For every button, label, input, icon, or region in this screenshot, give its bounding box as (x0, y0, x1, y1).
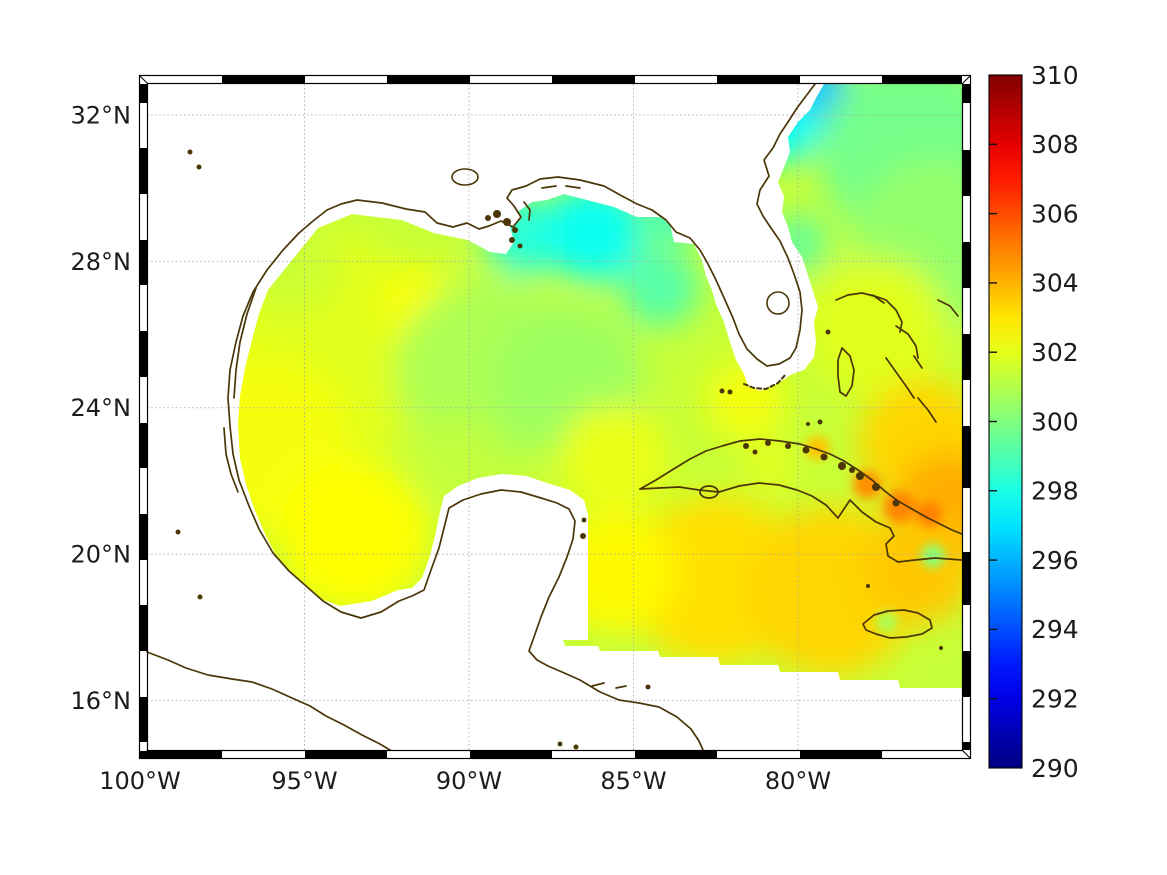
frame-corner-miter (139, 75, 148, 84)
coastline-path (871, 294, 903, 333)
x-tick-label: 85°W (600, 767, 666, 795)
colorbar-tick-label: 290 (1031, 754, 1079, 783)
x-tick-label: 80°W (765, 767, 831, 795)
y-tick-label: 32°N (71, 101, 132, 129)
sst-region (920, 544, 945, 569)
sst-region (916, 500, 943, 527)
florida-keys (743, 373, 787, 390)
coastline-path (639, 482, 963, 563)
y-tick-label: 24°N (71, 394, 132, 422)
colorbar-tick-label: 298 (1031, 477, 1079, 506)
gridlines (147, 84, 962, 750)
coastline-path (227, 83, 816, 751)
coastline-path (541, 185, 581, 189)
y-tick-label: 16°N (71, 687, 132, 715)
frame-corner-miter (962, 750, 971, 759)
coastline-path (523, 201, 531, 221)
sst-region (557, 512, 678, 633)
small-land-features (175, 149, 943, 750)
coastline-path (699, 485, 719, 499)
colorbar-tick-label: 296 (1031, 546, 1079, 575)
x-tick-label: 90°W (436, 767, 502, 795)
colorbar-tick-label: 310 (1031, 61, 1079, 90)
coastline-path (917, 397, 937, 423)
sst-region (864, 513, 962, 624)
colorbar-tick-label: 304 (1031, 269, 1079, 298)
sst-region (806, 257, 947, 398)
colorbar: 290 292 294 296 298 300 302 304 306 308 310 (988, 61, 1079, 783)
y-tick-label: 28°N (71, 248, 132, 276)
colorbar-tick-label: 292 (1031, 684, 1079, 713)
map-frame (138, 74, 972, 760)
sst-field (238, 84, 962, 688)
coastline-path (146, 651, 391, 751)
frame-corner-miter (962, 75, 971, 84)
lake-okeechobee (766, 291, 790, 315)
land-mask (147, 84, 815, 750)
coastline-path (895, 325, 919, 359)
coastline-path (591, 682, 627, 689)
lake-pontchartrain (451, 168, 479, 186)
colorbar-tick-label: 294 (1031, 615, 1079, 644)
frame-corner-miter (139, 750, 148, 759)
colorbar-tick-label: 302 (1031, 338, 1079, 367)
sst-region (746, 441, 797, 492)
x-tick-label: 95°W (271, 767, 337, 795)
sst-region (705, 360, 786, 441)
coastline-path (885, 357, 915, 399)
sst-region (278, 460, 429, 611)
coastline-path (639, 438, 963, 535)
y-tick-label: 20°N (71, 541, 132, 569)
colorbar-tick-label: 306 (1031, 199, 1079, 228)
colorbar-tick-label: 300 (1031, 407, 1079, 436)
axis-labels: 100°W 95°W 90°W 85°W 80°W 32°N 28°N 24°N 20°N 16°… (71, 101, 832, 795)
coastline-path (835, 292, 885, 304)
x-tick-label: 100°W (99, 767, 181, 795)
coastline-path (913, 355, 923, 369)
sst-region (875, 610, 898, 633)
coastline-path (862, 609, 933, 639)
coastline-path (837, 347, 855, 397)
sst-region (419, 419, 500, 500)
coastlines (146, 83, 963, 751)
coastline-path (223, 427, 239, 493)
coastline-path (937, 299, 959, 317)
sst-region (558, 404, 669, 515)
colorbar-tick-label: 308 (1031, 130, 1079, 159)
sst-region (883, 490, 916, 523)
sst-region (619, 247, 700, 328)
coastline-path (233, 287, 257, 399)
